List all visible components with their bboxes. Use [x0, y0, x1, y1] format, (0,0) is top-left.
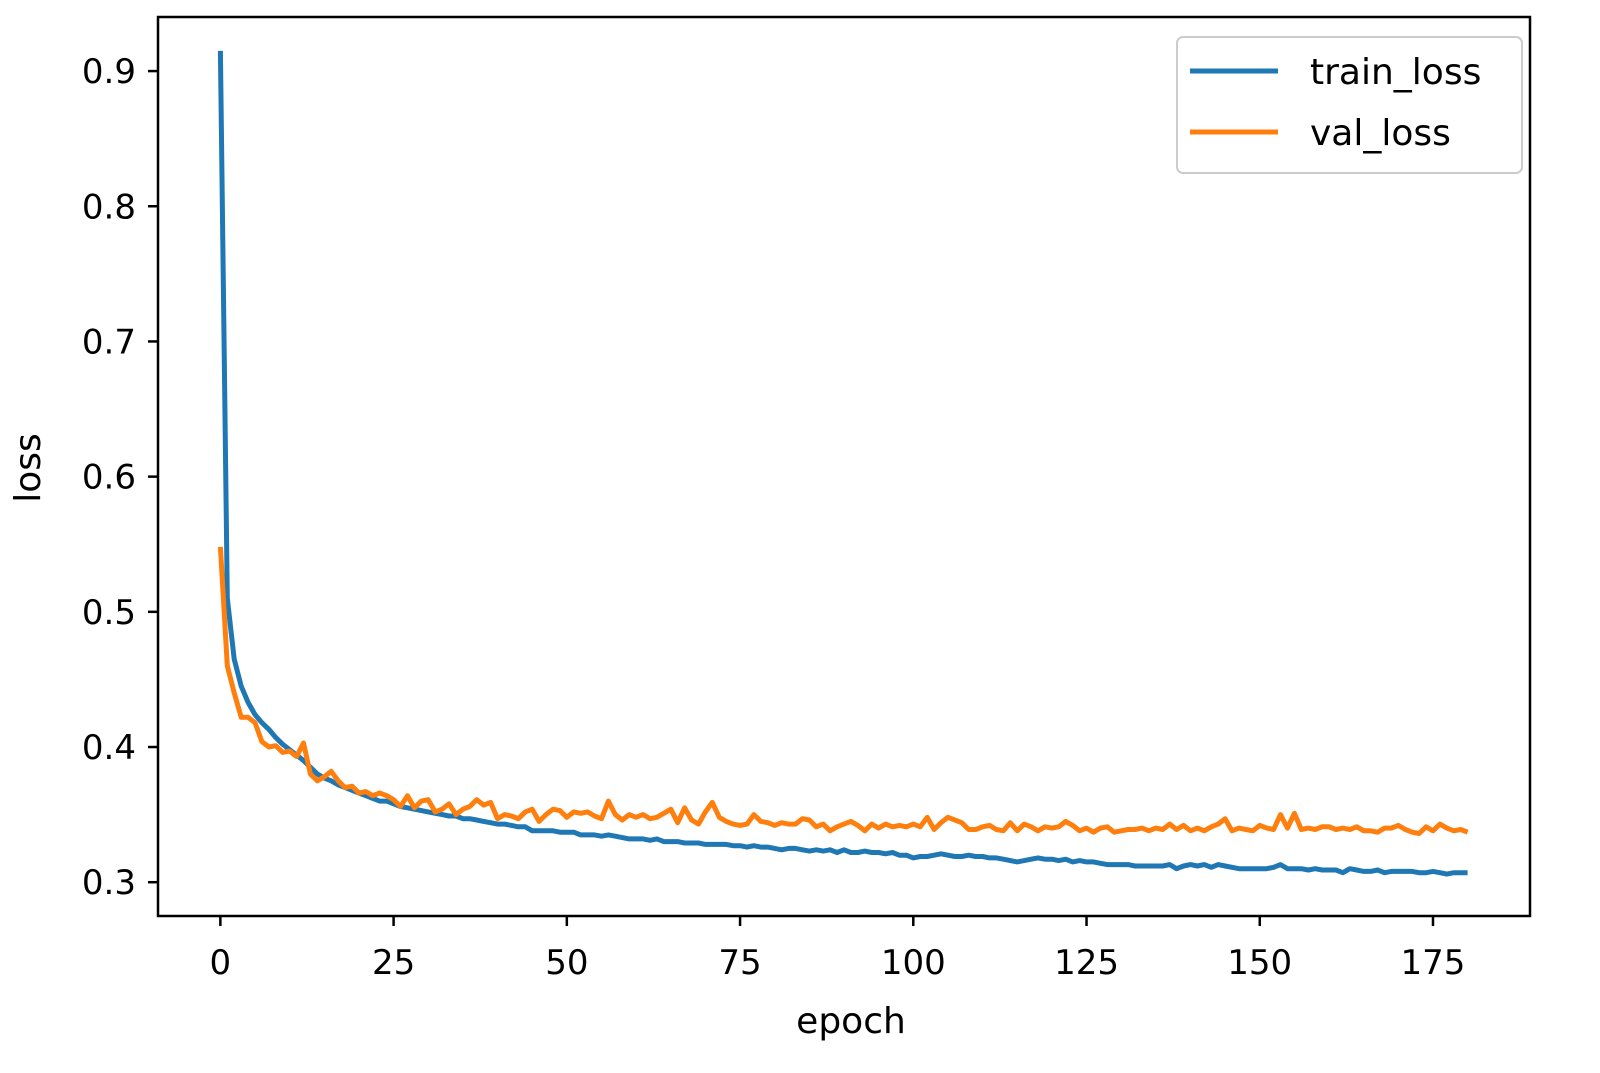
series-line-val-loss: [217, 546, 1469, 836]
x-tick-label: 75: [718, 943, 761, 983]
series-layer: [217, 50, 1469, 877]
y-tick-label: 0.4: [82, 728, 136, 768]
legend-label-train-loss: train_loss: [1310, 52, 1481, 93]
plot-frame: [156, 15, 1532, 918]
y-tick-label: 0.6: [82, 458, 136, 498]
y-axis-label: loss: [8, 433, 49, 503]
x-tick-label: 50: [545, 943, 588, 983]
x-tick-label: 25: [372, 943, 415, 983]
x-tick-label: 100: [881, 943, 946, 983]
x-axis-label: epoch: [796, 1001, 906, 1042]
x-tick-label: 125: [1054, 943, 1119, 983]
x-tick-label: 0: [210, 943, 232, 983]
legend: train_loss val_loss: [1176, 36, 1523, 174]
x-axis-ticks: 0 25 50 75 100 125 150 175: [210, 916, 1466, 983]
y-tick-label: 0.9: [82, 52, 136, 92]
legend-label-val-loss: val_loss: [1310, 113, 1451, 154]
y-tick-label: 0.3: [82, 863, 136, 903]
y-tick-label: 0.5: [82, 593, 136, 633]
y-tick-label: 0.8: [82, 187, 136, 227]
y-axis-ticks: 0.3 0.4 0.5 0.6 0.7 0.8 0.9: [82, 52, 158, 903]
series-line-train-loss: [217, 50, 1468, 877]
y-tick-label: 0.7: [82, 322, 136, 362]
x-tick-label: 150: [1227, 943, 1292, 983]
x-tick-label: 175: [1401, 943, 1466, 983]
